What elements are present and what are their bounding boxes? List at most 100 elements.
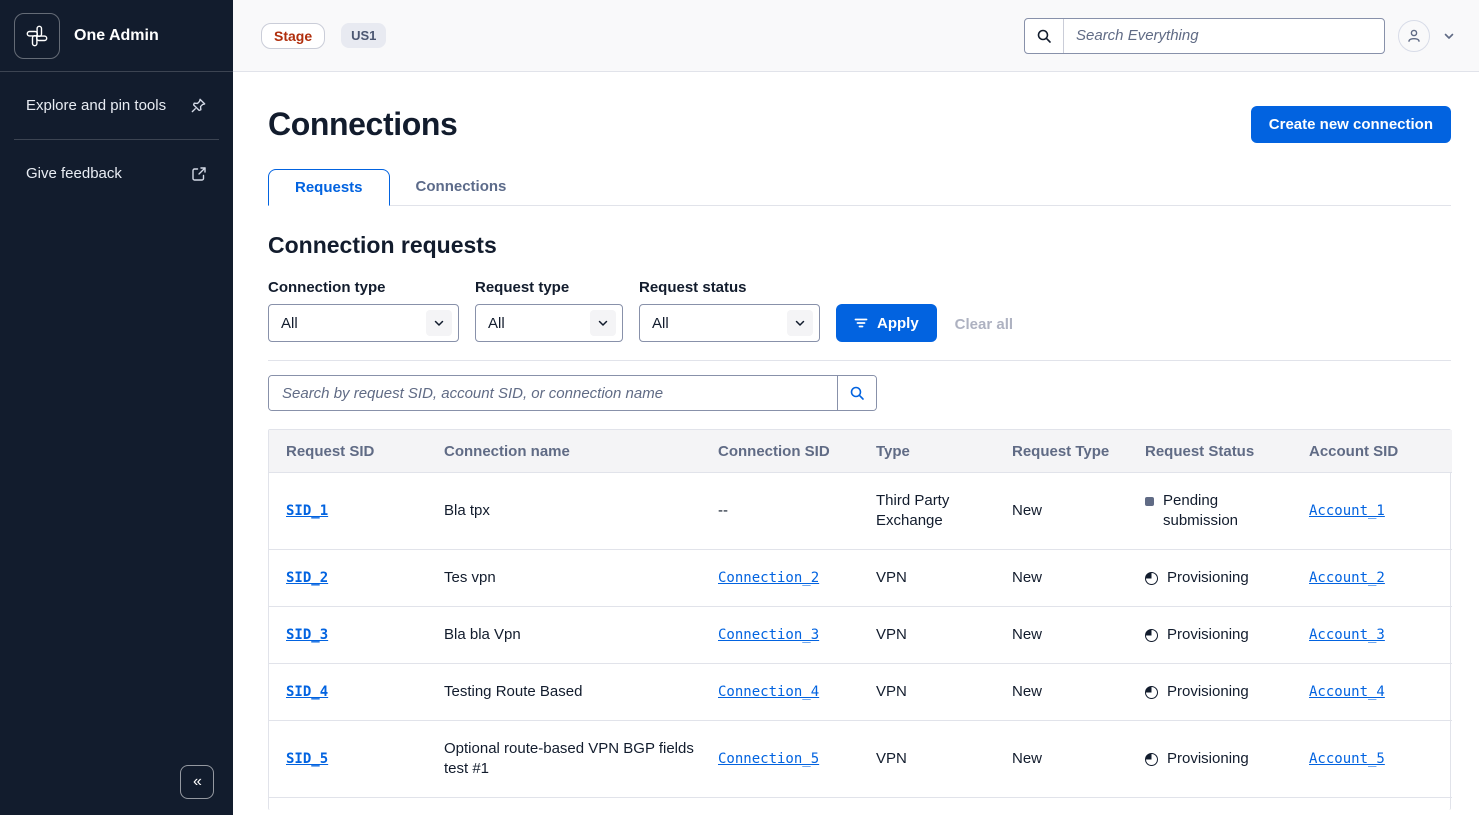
- chevron-down-icon[interactable]: [1443, 30, 1455, 42]
- search-icon[interactable]: [1025, 18, 1064, 53]
- column-header-request-type: Request Type: [1012, 430, 1145, 473]
- connection-name: Bla bla Vpn: [444, 626, 521, 643]
- provisioning-progress-icon: [1145, 753, 1158, 766]
- apply-filters-button[interactable]: Apply: [836, 304, 937, 342]
- select-value: All: [488, 314, 505, 332]
- requests-table-body: SID_1 Bla tpx -- Third Party Exchange Ne…: [269, 472, 1452, 798]
- filter-row: Connection type All Request type All: [268, 279, 1451, 342]
- create-new-connection-button[interactable]: Create new connection: [1250, 106, 1451, 143]
- status-badge: Pending submission: [1145, 491, 1293, 531]
- request-sid-link[interactable]: SID_3: [286, 627, 329, 643]
- global-search-input[interactable]: [1064, 18, 1384, 53]
- sidebar-item-give-feedback[interactable]: Give feedback: [0, 140, 233, 207]
- table-row: SID_2 Tes vpn Connection_2 VPN New Provi…: [269, 549, 1452, 607]
- pinwheel-logo-icon: [25, 24, 49, 48]
- sidebar-item-label: Give feedback: [26, 165, 122, 182]
- connection-name: Testing Route Based: [444, 683, 583, 700]
- request-sid-link[interactable]: SID_5: [286, 751, 329, 767]
- column-header-request-status: Request Status: [1145, 430, 1309, 473]
- user-avatar[interactable]: [1398, 19, 1430, 52]
- status-badge: Provisioning: [1145, 568, 1293, 588]
- double-chevron-left-icon: «: [193, 773, 202, 790]
- filters-divider: [268, 360, 1451, 361]
- request-sid-link[interactable]: SID_4: [286, 684, 329, 700]
- app-logo[interactable]: [14, 12, 60, 59]
- connection-sid-empty: --: [718, 502, 728, 519]
- requests-table: Request SID Connection name Connection S…: [268, 429, 1452, 810]
- table-row: SID_5 Optional route-based VPN BGP field…: [269, 720, 1452, 798]
- topbar: Stage US1: [233, 0, 1479, 72]
- filter-label: Request type: [475, 279, 570, 296]
- person-icon: [1405, 27, 1423, 45]
- main-area: Stage US1 Connections Create new c: [233, 0, 1479, 815]
- filter-request-status: Request status All: [639, 279, 820, 342]
- connection-type: Third Party Exchange: [876, 492, 950, 529]
- connection-sid-link[interactable]: Connection_2: [718, 570, 820, 586]
- global-search: [1024, 17, 1385, 54]
- request-status-label: Pending submission: [1163, 492, 1239, 529]
- request-sid-link[interactable]: SID_2: [286, 570, 329, 586]
- status-badge: Provisioning: [1145, 625, 1293, 645]
- connection-name: Tes vpn: [444, 569, 496, 586]
- connection-sid-link[interactable]: Connection_5: [718, 751, 820, 767]
- sidebar-collapse-button[interactable]: «: [180, 765, 214, 799]
- table-row: SID_4 Testing Route Based Connection_4 V…: [269, 663, 1452, 721]
- status-badge: Provisioning: [1145, 682, 1293, 702]
- filter-request-type: Request type All: [475, 279, 623, 342]
- environment-badges: Stage US1: [261, 22, 387, 49]
- page-title: Connections: [268, 106, 458, 142]
- request-type-select[interactable]: All: [475, 304, 623, 342]
- tab-connections[interactable]: Connections: [415, 178, 507, 195]
- region-badge: US1: [341, 23, 387, 48]
- account-sid-link[interactable]: Account_5: [1309, 751, 1385, 767]
- chevron-down-icon: [590, 310, 616, 336]
- request-type: New: [1012, 502, 1043, 519]
- request-type: New: [1012, 626, 1043, 643]
- provisioning-progress-icon: [1145, 686, 1158, 699]
- table-row: SID_1 Bla tpx -- Third Party Exchange Ne…: [269, 472, 1452, 550]
- connection-type-select[interactable]: All: [268, 304, 459, 342]
- pending-square-icon: [1145, 497, 1154, 506]
- sidebar-header: One Admin: [0, 0, 233, 72]
- filter-label: Request status: [639, 279, 747, 296]
- filter-label: Connection type: [268, 279, 386, 296]
- account-sid-link[interactable]: Account_3: [1309, 627, 1385, 643]
- table-search-input[interactable]: [269, 376, 837, 410]
- table-row: SID_3 Bla bla Vpn Connection_3 VPN New P…: [269, 606, 1452, 664]
- connection-sid-link[interactable]: Connection_4: [718, 684, 820, 700]
- column-header-connection-name: Connection name: [444, 430, 718, 473]
- topbar-right: [1024, 17, 1455, 54]
- account-sid-link[interactable]: Account_4: [1309, 684, 1385, 700]
- chevron-down-icon: [787, 310, 813, 336]
- sidebar-item-explore-pin-tools[interactable]: Explore and pin tools: [0, 72, 233, 139]
- request-status-label: Provisioning: [1167, 683, 1249, 700]
- request-type: New: [1012, 569, 1043, 586]
- table-header-row: Request SID Connection name Connection S…: [269, 430, 1452, 473]
- pin-icon: [190, 97, 207, 114]
- tab-requests[interactable]: Requests: [268, 169, 390, 206]
- request-sid-link[interactable]: SID_1: [286, 503, 329, 519]
- sidebar-divider: [14, 139, 219, 140]
- page-content: Connections Create new connection Reques…: [233, 72, 1479, 815]
- connection-type: VPN: [876, 683, 907, 700]
- provisioning-progress-icon: [1145, 572, 1158, 585]
- apply-label: Apply: [877, 314, 919, 332]
- clear-all-button[interactable]: Clear all: [954, 316, 1014, 333]
- filter-connection-type: Connection type All: [268, 279, 459, 342]
- column-header-request-sid: Request SID: [269, 430, 444, 473]
- column-header-account-sid: Account SID: [1309, 430, 1452, 473]
- table-search-button[interactable]: [837, 376, 876, 410]
- account-sid-link[interactable]: Account_1: [1309, 503, 1385, 519]
- connection-sid-link[interactable]: Connection_3: [718, 627, 820, 643]
- select-value: All: [281, 314, 298, 332]
- column-header-type: Type: [876, 430, 1012, 473]
- column-header-connection-sid: Connection SID: [718, 430, 876, 473]
- connection-name: Bla tpx: [444, 502, 490, 519]
- request-status-select[interactable]: All: [639, 304, 820, 342]
- tab-bar: Requests Connections: [268, 169, 1451, 206]
- sidebar-item-label: Explore and pin tools: [26, 97, 167, 114]
- stage-badge: Stage: [261, 22, 326, 49]
- table-search: [268, 375, 877, 411]
- section-title: Connection requests: [268, 232, 497, 258]
- account-sid-link[interactable]: Account_2: [1309, 570, 1385, 586]
